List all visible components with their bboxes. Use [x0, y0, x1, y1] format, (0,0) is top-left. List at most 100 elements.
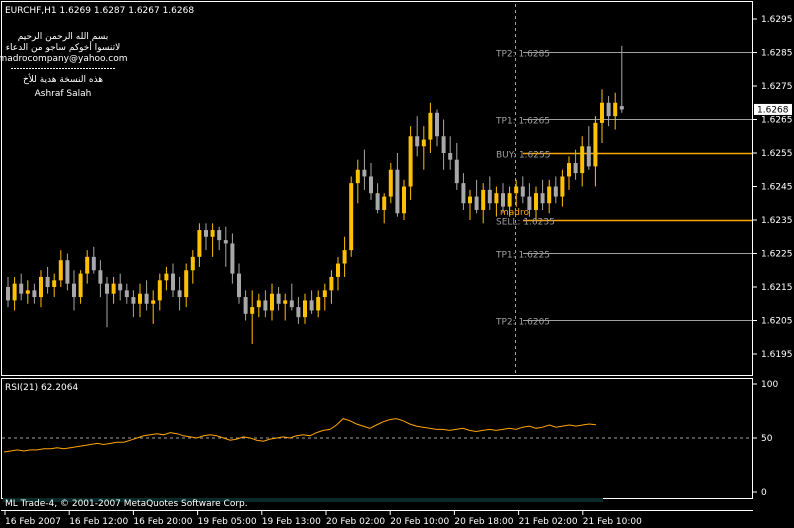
- candle: [322, 283, 327, 311]
- candle: [567, 156, 571, 190]
- price-tick-label: 1.6235: [761, 216, 793, 226]
- candle-body: [468, 196, 472, 204]
- candle-body: [237, 273, 241, 298]
- price-tick-label: 1.6275: [761, 82, 793, 92]
- candle-body: [593, 122, 598, 167]
- time-tick-label: 16 Feb 20:00: [133, 517, 192, 527]
- candle: [593, 116, 598, 187]
- candle: [124, 283, 129, 304]
- candle: [105, 276, 109, 328]
- price-tick-label: 1.6295: [761, 15, 793, 25]
- candle: [534, 186, 538, 220]
- candle-body: [85, 256, 90, 274]
- candle: [223, 226, 228, 267]
- candle: [204, 223, 208, 251]
- note-basmala: بسم الله الرحمن الرحيم: [18, 32, 108, 42]
- candle-body: [520, 186, 525, 197]
- candle-body: [501, 193, 505, 207]
- time-tick-label: 20 Feb 10:00: [390, 517, 449, 527]
- candle-body: [6, 287, 10, 301]
- candle-body: [349, 183, 354, 251]
- candle: [408, 126, 413, 200]
- time-tick-label: 20 Feb 18:00: [454, 517, 513, 527]
- candle-body: [329, 276, 334, 291]
- candle: [468, 189, 472, 220]
- candle-body: [613, 102, 618, 117]
- current-price-box: [754, 103, 792, 115]
- level-label: BUY: 1.6255: [496, 151, 550, 161]
- time-tick-label: 16 Feb 2007: [5, 517, 61, 527]
- candle: [171, 263, 175, 298]
- candle: [487, 176, 492, 210]
- candle: [501, 183, 505, 214]
- note-gift: هذه النسخة هدية للأخ: [23, 73, 103, 85]
- level-label: SELL: 1.6235: [496, 218, 555, 228]
- candle: [580, 136, 585, 187]
- candle: [157, 273, 162, 311]
- candle-body: [415, 136, 420, 147]
- candle: [138, 283, 142, 318]
- candle: [164, 266, 169, 291]
- candle-body: [39, 276, 43, 298]
- candle-body: [184, 270, 189, 298]
- candle-body: [91, 256, 96, 271]
- candle: [560, 169, 565, 207]
- candle: [6, 276, 10, 308]
- level-label: TP1: 1.6265: [495, 117, 550, 127]
- candle-body: [98, 270, 103, 284]
- candle-body: [256, 300, 261, 308]
- candle: [514, 179, 519, 207]
- time-tick-label: 19 Feb 13:00: [262, 517, 321, 527]
- candle: [553, 176, 558, 204]
- candle: [72, 270, 76, 311]
- candle: [45, 266, 50, 294]
- candle: [25, 280, 30, 304]
- candle-body: [177, 290, 182, 298]
- candle-body: [507, 193, 512, 207]
- candle-body: [388, 169, 393, 197]
- candle: [151, 290, 156, 324]
- candle: [144, 280, 149, 311]
- candle-body: [494, 193, 499, 204]
- candle: [256, 293, 261, 318]
- level-label: TP2: 1.6285: [495, 50, 550, 60]
- candle: [369, 163, 373, 200]
- rsi-axis: 100 50 0: [752, 380, 778, 498]
- candle-body: [355, 169, 360, 184]
- price-tick-label: 1.6245: [761, 183, 793, 193]
- price-tick-label: 1.6285: [761, 49, 793, 59]
- candle-body: [58, 260, 63, 281]
- candle-body: [210, 230, 215, 237]
- candle-body: [190, 256, 195, 271]
- rsi-tick-label: 50: [761, 434, 773, 444]
- candle: [388, 163, 393, 204]
- time-axis: 16 Feb 2007 16 Feb 12:00 16 Feb 20:00 19 Fe…: [4, 511, 642, 527]
- candle-body: [12, 283, 17, 301]
- candle-body: [250, 307, 255, 314]
- candle-body: [375, 193, 380, 210]
- rsi-line: [3, 418, 596, 453]
- candle: [342, 236, 347, 277]
- candle: [606, 96, 611, 127]
- candle: [243, 290, 248, 321]
- candle-body: [111, 283, 116, 294]
- candle: [316, 290, 321, 318]
- candle: [250, 290, 255, 344]
- time-tick-label: 21 Feb 02:00: [519, 517, 578, 527]
- candle-body: [336, 263, 340, 277]
- candle-body: [25, 290, 30, 294]
- candle-body: [270, 293, 274, 311]
- candle-body: [481, 189, 486, 210]
- rsi-tick-label: 0: [761, 488, 767, 498]
- candle: [507, 186, 512, 217]
- candle: [276, 287, 281, 311]
- candle-body: [263, 300, 268, 311]
- candle: [19, 273, 24, 301]
- time-tick-label: 19 Feb 05:00: [198, 517, 257, 527]
- author-notes: بسم الله الرحمن الرحيم لاتنسوا أخوكم ساج…: [0, 32, 127, 99]
- candle-body: [19, 283, 24, 294]
- price-panel-frame: [1, 1, 753, 376]
- candle: [98, 260, 103, 298]
